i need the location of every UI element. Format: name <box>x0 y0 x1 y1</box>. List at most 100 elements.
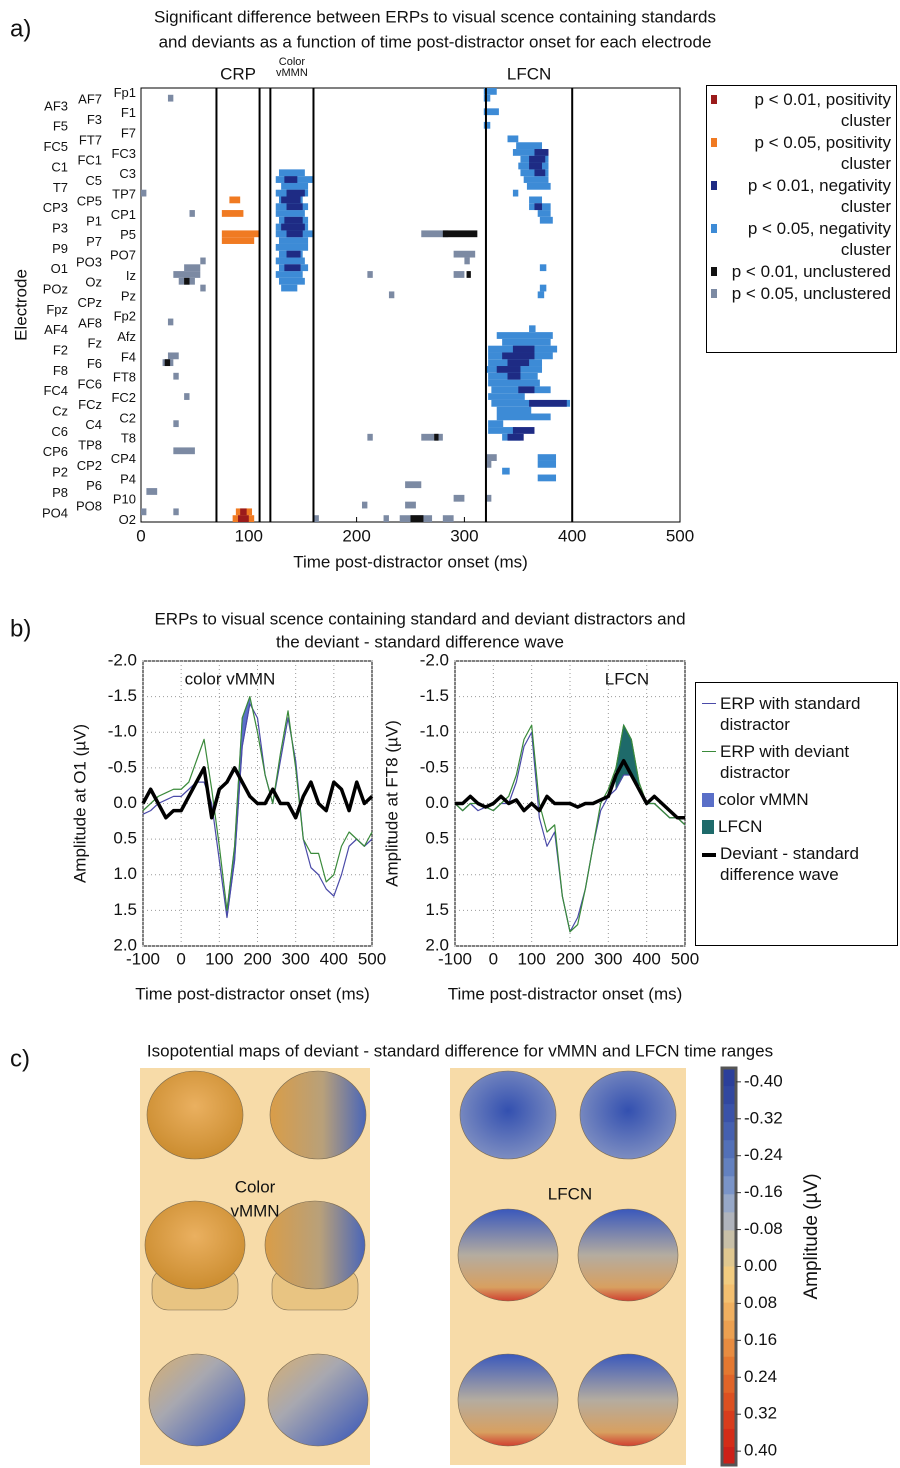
significance-cell <box>275 257 305 265</box>
electrode-label: C5 <box>85 173 102 188</box>
colorbar-tick-label: -0.16 <box>744 1182 783 1201</box>
electrode-label: C3 <box>119 166 136 181</box>
x-tick-label: 100 <box>235 526 263 545</box>
electrode-label: F5 <box>53 119 68 134</box>
significance-cell <box>539 284 547 292</box>
electrode-label: P3 <box>52 220 68 235</box>
electrode-label: P10 <box>113 492 136 507</box>
panel-label: a) <box>10 15 31 42</box>
electrode-label: PO4 <box>42 505 68 520</box>
colorbar-swatch <box>722 1374 736 1394</box>
y-tick-label: 2.0 <box>113 935 137 954</box>
electrode-label: CP2 <box>77 458 102 473</box>
significance-cell <box>529 196 543 204</box>
significance-cell <box>496 413 551 421</box>
electrode-label: Iz <box>126 268 136 283</box>
head <box>146 1070 244 1160</box>
significance-cell <box>173 372 179 380</box>
y-axis-label: Amplitude at O1 (µV) <box>70 724 89 883</box>
colorbar-swatch <box>722 1158 736 1177</box>
significance-cell <box>221 237 255 244</box>
significance-cell <box>167 352 179 360</box>
colorbar-swatch <box>722 1122 736 1141</box>
significance-cell <box>410 515 424 522</box>
erp-line <box>455 759 685 820</box>
significance-cell <box>275 243 309 251</box>
significance-cell <box>512 345 535 353</box>
significance-cell <box>434 433 439 441</box>
electrode-label: AF7 <box>78 92 102 107</box>
significance-cell <box>286 230 303 238</box>
electrode-label: P7 <box>86 234 102 249</box>
significance-cell <box>141 189 147 197</box>
electrode-label: C4 <box>85 417 102 432</box>
legend-swatch <box>711 181 717 190</box>
plot-frame <box>140 87 681 523</box>
electrode-label: F7 <box>121 126 136 141</box>
window-label: Color <box>279 56 306 68</box>
significance-cell <box>405 501 416 509</box>
significance-cell <box>529 162 543 170</box>
x-tick-label: 400 <box>632 949 660 968</box>
significance-cell <box>442 230 478 238</box>
map-label: Color <box>235 1177 276 1196</box>
colorbar-swatch <box>722 1302 736 1322</box>
electrode-label: C2 <box>119 410 136 425</box>
electrode-label: C6 <box>51 424 68 439</box>
legend-swatch <box>711 289 717 298</box>
x-axis-label: Time post-distractor onset (ms) <box>135 984 370 1003</box>
significance-cell <box>485 494 492 502</box>
x-tick-label: 200 <box>342 526 370 545</box>
head <box>577 1208 679 1302</box>
colorbar-tick-label: 0.00 <box>744 1256 777 1275</box>
colorbar-swatch <box>722 1338 736 1358</box>
x-tick-label: 300 <box>450 526 478 545</box>
legend-text: ERP with deviant distractor <box>720 742 850 782</box>
significance-cell <box>483 94 491 102</box>
significance-cell <box>421 433 443 441</box>
significance-cell <box>496 332 553 339</box>
significance-cell <box>200 257 206 265</box>
window-label: LFCN <box>507 64 551 83</box>
significance-cell <box>485 454 497 461</box>
electrode-label: FC2 <box>111 390 136 405</box>
electrode-label: AF3 <box>44 98 68 113</box>
electrode-label: FC1 <box>77 153 102 168</box>
colorbar-swatch <box>722 1284 736 1304</box>
electrode-label: F2 <box>53 343 68 358</box>
chart-title: Isopotential maps of deviant - standard … <box>147 1041 773 1060</box>
colorbar-tick-label: -0.24 <box>744 1145 783 1164</box>
colorbar-tick-label: -0.08 <box>744 1219 783 1238</box>
colorbar-swatch <box>722 1392 736 1412</box>
legend-text: p < 0.05, negativity cluster <box>747 219 891 259</box>
significance-cell <box>502 338 551 346</box>
electrode-label: Oz <box>85 275 102 290</box>
significance-cell <box>284 264 301 272</box>
electrode-label: PO3 <box>76 254 102 269</box>
x-tick-label: 200 <box>556 949 584 968</box>
colorbar-swatch <box>722 1140 736 1159</box>
significance-cell <box>278 169 305 177</box>
legend-swatch <box>702 853 716 857</box>
legend-text: p < 0.05, positivity cluster <box>754 133 891 173</box>
electrode-label: Afz <box>117 329 136 344</box>
colorbar-tick-label: -0.40 <box>744 1071 783 1090</box>
window-label: CRP <box>220 64 256 83</box>
significance-cell <box>496 406 532 414</box>
electrode-label: P9 <box>52 241 68 256</box>
y-tick-label: 0.5 <box>113 829 137 848</box>
significance-cell <box>388 291 395 299</box>
significance-cell <box>453 271 465 278</box>
significance-cell <box>173 508 179 516</box>
significance-cell <box>539 216 553 224</box>
legend-item: p < 0.05, unclustered <box>711 283 892 304</box>
significance-cell <box>238 515 249 522</box>
significance-cell <box>164 359 171 367</box>
significance-cell <box>221 230 260 238</box>
y-tick-label: -2.0 <box>420 650 449 669</box>
electrode-label: POz <box>43 281 68 296</box>
x-tick-label: 300 <box>281 949 309 968</box>
panel-label: c) <box>10 1045 30 1072</box>
y-tick-label: -0.5 <box>420 757 449 776</box>
